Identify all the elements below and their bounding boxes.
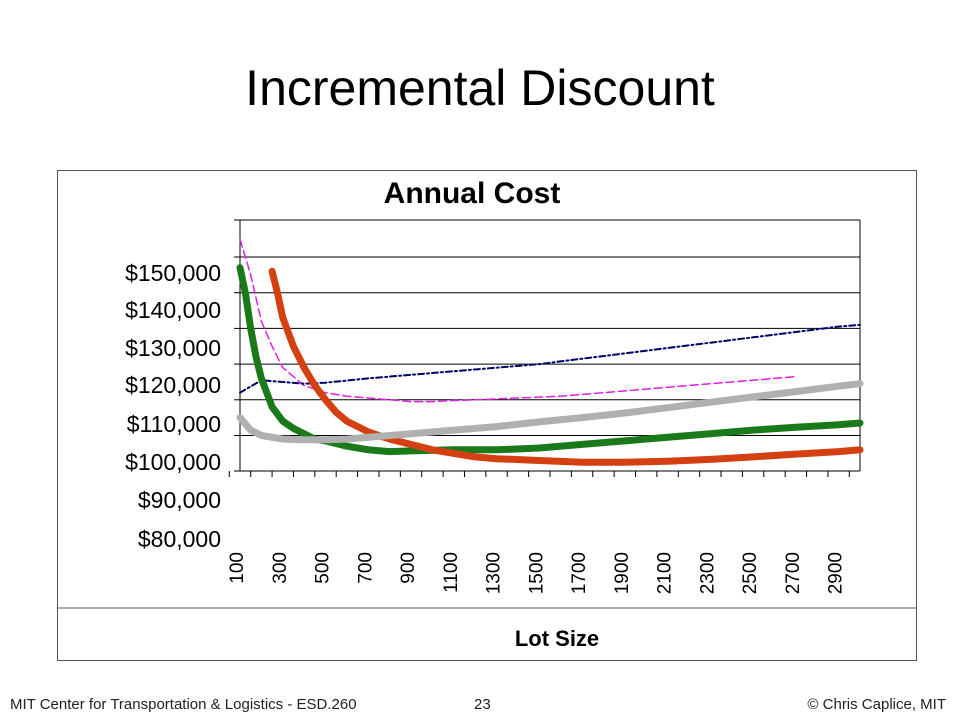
y-tick-label: $90,000 [138, 487, 221, 513]
x-tick-label: 900 [398, 552, 419, 584]
x-tick-label: 1300 [484, 552, 505, 594]
series-line-3 [236, 264, 864, 456]
y-tick-label: $150,000 [125, 260, 221, 286]
x-tick-label: 1700 [569, 552, 590, 594]
x-tick-label: 1900 [612, 552, 633, 594]
x-tick-label: 2500 [740, 552, 761, 594]
x-tick-label: 100 [227, 552, 248, 584]
y-tick-label: $80,000 [138, 526, 221, 552]
y-tick-label: $120,000 [125, 372, 221, 398]
y-tick-label: $100,000 [125, 449, 221, 475]
x-tick-label: 1100 [441, 552, 462, 593]
chart-title: Annual Cost [384, 177, 561, 210]
x-tick-label: 2900 [826, 552, 847, 594]
x-tick-label: 2300 [697, 552, 718, 594]
chart-frame [57, 170, 917, 661]
y-tick-label: $110,000 [127, 411, 221, 437]
series-line-4 [268, 267, 864, 466]
x-tick-label: 300 [270, 552, 291, 584]
y-tick-label: $130,000 [125, 335, 221, 361]
footer-source: MIT Center for Transportation & Logistic… [10, 696, 357, 713]
x-tick-label: 500 [313, 552, 334, 584]
x-tick-label: 700 [355, 552, 376, 584]
x-axis-title: Lot Size [515, 626, 599, 651]
footer-page-number: 23 [474, 696, 491, 713]
x-tick-label: 1500 [526, 552, 547, 594]
x-tick-label: 2700 [783, 552, 804, 594]
y-tick-label: $140,000 [125, 297, 221, 323]
series-line-5 [236, 380, 864, 444]
slide-title: Incremental Discount [245, 60, 715, 116]
x-tick-label: 2100 [655, 552, 676, 594]
series-line-2 [239, 323, 861, 394]
series-line-1 [239, 238, 797, 403]
footer-copyright: © Chris Caplice, MIT [807, 696, 946, 713]
